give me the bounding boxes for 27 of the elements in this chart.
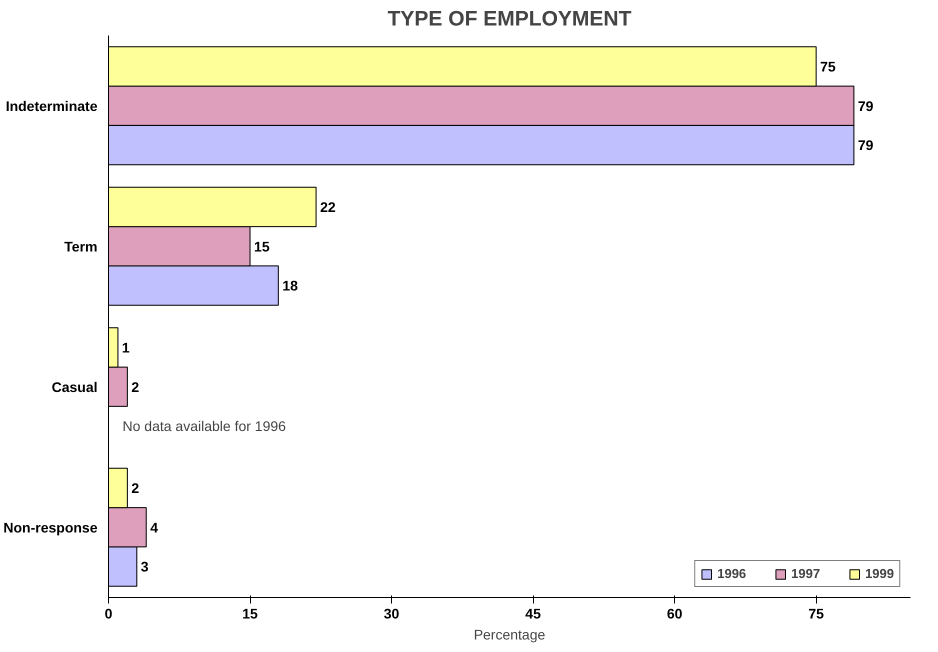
data-label: 1	[122, 339, 130, 356]
y-tick-label: Casual	[52, 378, 98, 395]
legend-label: 1999	[865, 566, 894, 581]
annotation: No data available for 1996	[122, 418, 286, 434]
x-tick-label: 0	[104, 606, 113, 622]
legend-label: 1996	[717, 566, 746, 581]
data-label: 15	[254, 238, 270, 254]
data-label: 75	[820, 58, 836, 74]
data-label: 22	[320, 198, 336, 215]
x-tick-label: 60	[666, 606, 683, 622]
data-label: 18	[282, 278, 298, 294]
data-label: 79	[858, 98, 874, 114]
chart-title: TYPE OF EMPLOYMENT	[388, 8, 632, 30]
legend-label: 1997	[791, 566, 820, 581]
data-label: 79	[858, 137, 874, 154]
x-tick-label: 45	[525, 606, 542, 622]
data-label: 2	[131, 378, 140, 395]
y-tick-label: Indeterminate	[6, 98, 98, 114]
data-label: 4	[150, 519, 158, 536]
x-tick-label: 15	[242, 606, 258, 622]
data-label: 2	[131, 480, 140, 496]
data-label: 3	[140, 558, 149, 575]
x-axis-title: Percentage	[474, 626, 546, 642]
x-tick-label: 75	[808, 606, 824, 622]
y-tick-label: Non-response	[3, 519, 98, 536]
y-tick-label: Term	[64, 238, 98, 254]
x-tick-label: 30	[384, 606, 400, 622]
